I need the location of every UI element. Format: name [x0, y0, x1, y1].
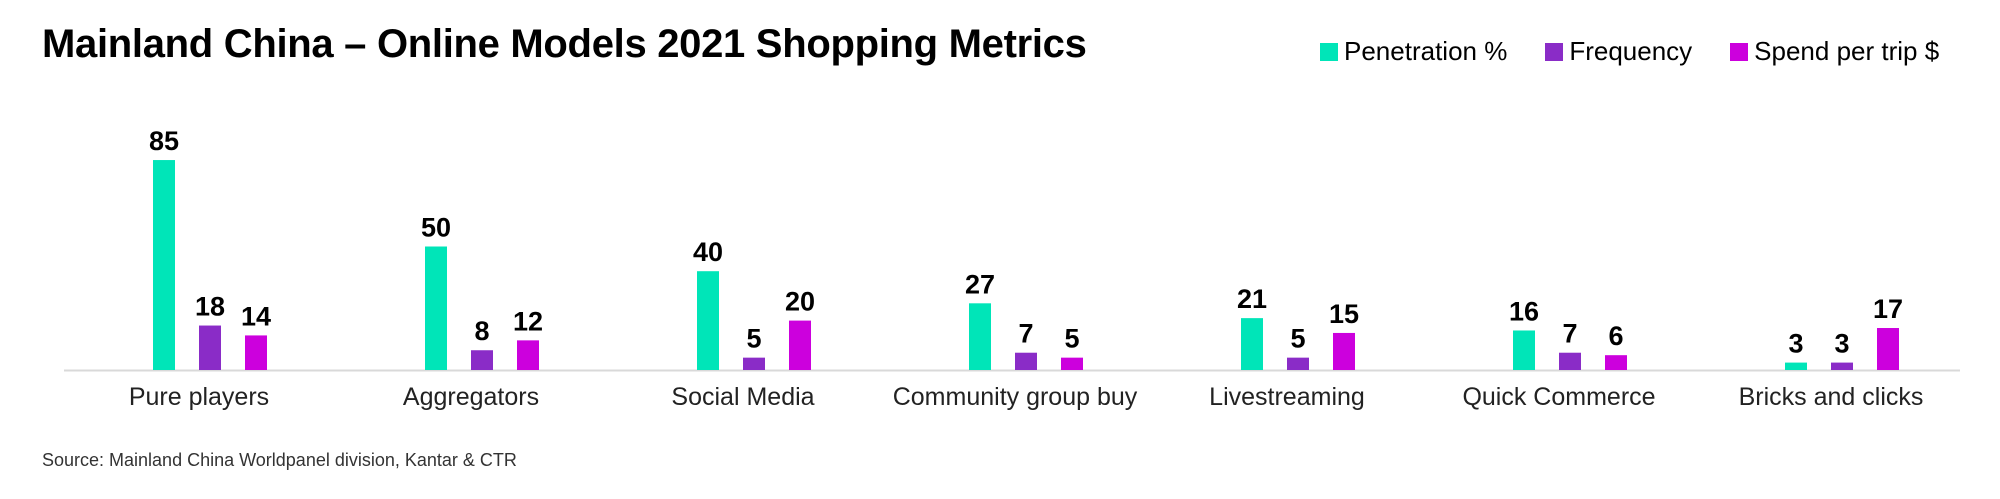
legend-item-spend: Spend per trip $: [1730, 36, 1939, 67]
bar-penetration-pure-players: [153, 160, 175, 370]
legend-swatch-penetration: [1320, 42, 1338, 61]
data-label-frequency-aggregators: 8: [474, 316, 489, 346]
data-label-spend-per-trip-bricks-and-clicks: 17: [1873, 294, 1903, 324]
bar-penetration-livestreaming: [1241, 318, 1263, 370]
bar-spend-per-trip-pure-players: [245, 335, 267, 370]
data-label-spend-per-trip-community-group-buy: 5: [1064, 324, 1079, 354]
data-label-penetration-social-media: 40: [693, 237, 723, 267]
bar-frequency-social-media: [743, 357, 765, 370]
data-label-penetration-bricks-and-clicks: 3: [1788, 329, 1803, 359]
bar-frequency-community-group-buy: [1015, 352, 1037, 370]
data-label-frequency-quick-commerce: 7: [1562, 319, 1577, 349]
bar-penetration-social-media: [697, 271, 719, 370]
bar-frequency-pure-players: [199, 325, 221, 370]
data-label-penetration-quick-commerce: 16: [1509, 296, 1539, 326]
bar-spend-per-trip-community-group-buy: [1061, 357, 1083, 370]
data-label-penetration-pure-players: 85: [149, 126, 179, 156]
chart-legend: Penetration % Frequency Spend per trip $: [1320, 36, 1939, 67]
data-label-frequency-community-group-buy: 7: [1018, 319, 1033, 349]
bar-spend-per-trip-aggregators: [517, 340, 539, 370]
data-label-frequency-bricks-and-clicks: 3: [1834, 329, 1849, 359]
bar-frequency-quick-commerce: [1559, 352, 1581, 370]
legend-item-frequency: Frequency: [1545, 36, 1692, 67]
bar-frequency-aggregators: [471, 350, 493, 370]
bar-spend-per-trip-social-media: [789, 320, 811, 370]
x-tick-label-livestreaming: Livestreaming: [1209, 383, 1365, 411]
data-label-spend-per-trip-social-media: 20: [785, 287, 815, 317]
data-label-penetration-livestreaming: 21: [1237, 284, 1267, 314]
data-label-spend-per-trip-aggregators: 12: [513, 306, 543, 336]
data-label-frequency-livestreaming: 5: [1290, 324, 1305, 354]
legend-label-penetration: Penetration %: [1344, 36, 1508, 66]
data-label-penetration-community-group-buy: 27: [965, 269, 995, 299]
data-label-spend-per-trip-quick-commerce: 6: [1608, 321, 1623, 351]
chart-title: Mainland China – Online Models 2021 Shop…: [42, 22, 1087, 66]
data-label-spend-per-trip-livestreaming: 15: [1329, 299, 1359, 329]
data-label-spend-per-trip-pure-players: 14: [241, 301, 271, 331]
x-tick-label-aggregators: Aggregators: [403, 383, 539, 411]
bar-frequency-livestreaming: [1287, 357, 1309, 370]
data-label-penetration-aggregators: 50: [421, 213, 451, 243]
bar-spend-per-trip-quick-commerce: [1605, 355, 1627, 370]
x-tick-label-quick-commerce: Quick Commerce: [1462, 383, 1655, 411]
bar-penetration-aggregators: [425, 246, 447, 370]
bar-penetration-bricks-and-clicks: [1785, 362, 1807, 370]
bar-spend-per-trip-livestreaming: [1333, 332, 1355, 370]
bar-penetration-quick-commerce: [1513, 330, 1535, 370]
x-tick-label-community-group-buy: Community group buy: [893, 383, 1138, 411]
legend-item-penetration: Penetration %: [1320, 36, 1507, 67]
legend-label-frequency: Frequency: [1569, 36, 1693, 66]
bar-spend-per-trip-bricks-and-clicks: [1877, 328, 1899, 370]
x-tick-label-social-media: Social Media: [671, 383, 814, 411]
x-tick-label-bricks-and-clicks: Bricks and clicks: [1739, 383, 1924, 411]
data-label-frequency-social-media: 5: [746, 324, 761, 354]
x-tick-label-pure-players: Pure players: [129, 383, 269, 411]
source-note: Source: Mainland China Worldpanel divisi…: [42, 450, 517, 470]
bar-frequency-bricks-and-clicks: [1831, 362, 1853, 370]
data-label-frequency-pure-players: 18: [195, 292, 225, 322]
legend-swatch-spend: [1730, 42, 1749, 61]
legend-label-spend: Spend per trip $: [1754, 36, 1940, 66]
bar-penetration-community-group-buy: [969, 303, 991, 370]
legend-swatch-frequency: [1545, 42, 1564, 61]
